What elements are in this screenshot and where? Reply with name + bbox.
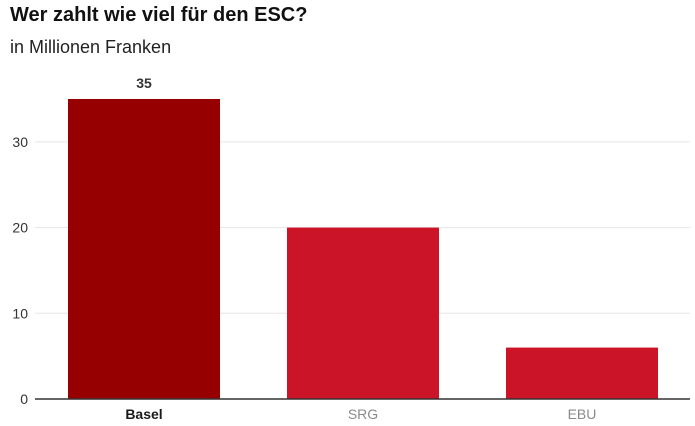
x-tick-label: EBU — [568, 406, 597, 422]
y-tick-label: 10 — [12, 305, 28, 321]
bar — [287, 227, 439, 399]
x-tick-label: Basel — [125, 406, 162, 422]
x-tick-label: SRG — [348, 406, 378, 422]
bar — [506, 347, 658, 399]
bar — [68, 99, 220, 399]
y-tick-label: 20 — [12, 220, 28, 236]
y-tick-label: 30 — [12, 134, 28, 150]
data-label: 35 — [136, 75, 152, 91]
chart-title: Wer zahlt wie viel für den ESC? — [10, 4, 308, 26]
y-tick-label: 0 — [20, 391, 28, 407]
chart-subtitle: in Millionen Franken — [10, 37, 172, 57]
